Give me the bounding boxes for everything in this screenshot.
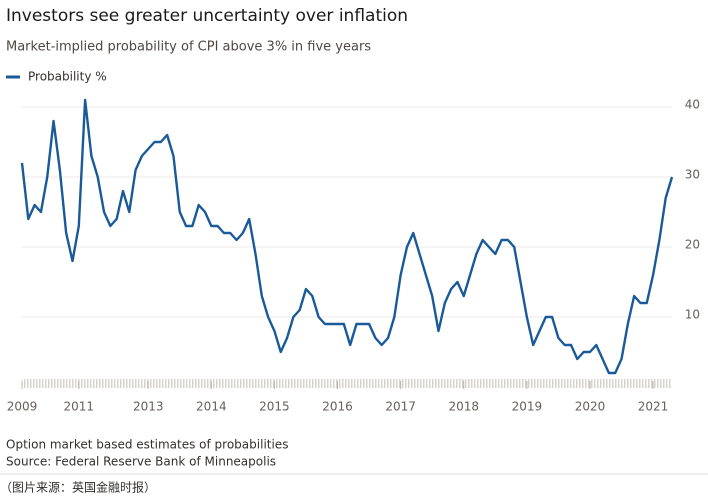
x-tick-label: 2017 [385, 400, 416, 414]
x-tick-label: 2019 [512, 400, 543, 414]
x-tick-label: 2013 [133, 400, 164, 414]
chart-subtitle: Market-implied probability of CPI above … [6, 40, 371, 55]
x-tick-label: 2021 [638, 400, 669, 414]
credit: （图片来源：英国金融时报） [0, 480, 156, 495]
y-tick-label: 10 [685, 308, 700, 322]
x-tick-label: 2009 [7, 400, 38, 414]
x-tick-label: 2014 [196, 400, 227, 414]
y-tick-label: 20 [685, 238, 700, 252]
x-tick-label: 2020 [575, 400, 606, 414]
x-tick-label: 2018 [448, 400, 479, 414]
y-tick-label: 40 [685, 98, 700, 112]
x-tick-label: 2011 [64, 400, 95, 414]
x-tick-label: 2015 [259, 400, 290, 414]
data-line [20, 98, 674, 375]
x-tick-label: 2016 [322, 400, 353, 414]
y-tick-label: 30 [685, 168, 700, 182]
chart-title: Investors see greater uncertainty over i… [6, 6, 408, 26]
note: Option market based estimates of probabi… [6, 438, 288, 452]
source: Source: Federal Reserve Bank of Minneapo… [6, 455, 276, 469]
axis-strip [22, 379, 672, 388]
legend-label: Probability % [28, 70, 107, 84]
